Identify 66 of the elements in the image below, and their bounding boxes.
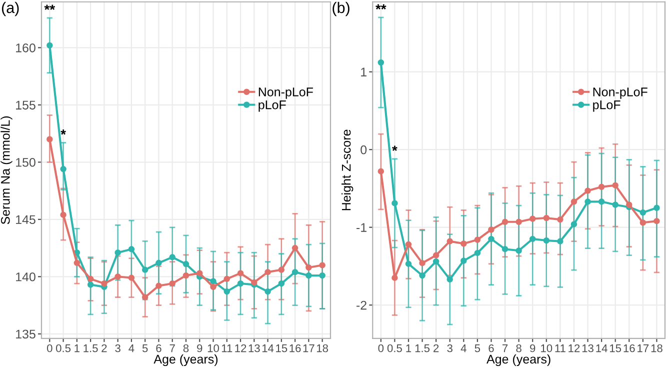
annotation: ** [44,4,56,10]
x-tick-label: 15 [610,344,622,352]
x-tick-label: 1.5 [84,344,98,352]
legend-label: pLoF [593,100,620,112]
x-tick-label: 7 [170,344,175,352]
x-tick-label: 1 [406,344,412,352]
x-tick-label: 18 [316,344,328,352]
y-tick-label: -1 [356,223,366,232]
annotation: * [60,130,66,135]
x-tick-label: 0 [378,344,384,352]
x-tick-label: 11 [222,344,232,352]
y-tick-label: 0 [360,145,367,154]
x-tick-label: 17 [303,344,314,352]
x-tick-label: 9 [530,344,536,352]
x-tick-label: 3 [115,344,120,352]
x-tick-label: 13 [582,344,594,352]
x-tick-label: 8 [516,344,522,352]
x-tick-label: 18 [651,344,662,352]
y-tick-label: 145 [16,215,36,224]
x-tick-label: 6 [488,344,494,352]
x-tick-label: 2 [102,344,107,352]
y-axis-title: Height Z-score [342,130,354,210]
x-tick-label: 14 [596,344,608,352]
x-tick-label: 4 [128,344,134,352]
x-tick-label: 10 [541,344,552,352]
x-tick-label: 9 [197,344,202,352]
x-tick-label: 12 [235,344,246,352]
x-tick-label: 0 [47,344,52,352]
y-tick-label: 160 [16,43,36,52]
x-axis-title: Age (years) [154,354,218,366]
x-tick-label: 0.5 [387,344,402,352]
y-tick-label: 1 [361,68,366,76]
x-tick-label: 16 [290,344,301,352]
y-tick-label: -2 [356,300,366,310]
annotation: * [392,146,398,151]
x-tick-label: 6 [156,344,162,352]
x-tick-label: 1.5 [415,344,430,352]
y-tick-label: 135 [16,330,36,339]
y-tick-label: 140 [16,272,36,282]
x-tick-label: 10 [208,344,219,352]
x-tick-label: 15 [276,344,288,352]
x-tick-label: 7 [502,344,508,352]
chart-title: (b) [332,2,350,16]
legend-label: Non-pLoF [258,88,313,99]
x-tick-label: 8 [183,344,189,352]
legend-label: Non-pLoF [593,88,648,99]
legend-label: pLoF [258,100,286,112]
x-tick-label: 5 [474,344,480,352]
chart-title: (a) [2,2,19,16]
x-tick-label: 17 [638,344,649,352]
y-tick-label: 155 [16,100,36,110]
x-tick-label: 2 [434,344,439,352]
y-axis-title: Serum Na (mmol/L) [0,116,12,224]
x-tick-label: 5 [142,344,148,352]
x-tick-label: 12 [568,344,580,352]
x-axis-title: Age (years) [486,354,550,366]
annotation: ** [376,4,386,10]
x-tick-label: 11 [555,344,566,352]
x-tick-label: 3 [447,344,452,352]
x-tick-label: 16 [624,344,635,352]
y-tick-label: 150 [16,158,36,167]
x-tick-label: 13 [248,344,260,352]
x-tick-label: 0.5 [56,344,71,352]
x-tick-label: 1 [74,344,80,352]
x-tick-label: 4 [460,344,466,352]
x-tick-label: 14 [262,344,274,352]
